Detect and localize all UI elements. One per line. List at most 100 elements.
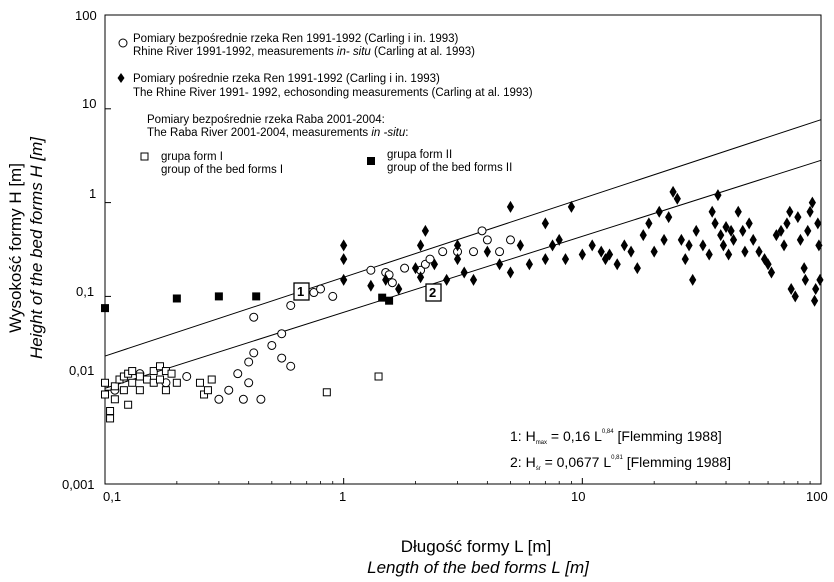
point-group1: [161, 386, 170, 395]
data-points: [101, 185, 824, 423]
point-rhine-indirect: [783, 217, 791, 230]
legend-group1-en: group of the bed forms I: [161, 164, 283, 176]
point-rhine-indirect: [692, 224, 700, 237]
y-tick-label: 0,1: [76, 284, 94, 299]
point-rhine-indirect: [555, 233, 563, 246]
point-rhine-indirect: [764, 258, 772, 271]
legend-filled-square-marker: [367, 157, 375, 165]
point-group2: [214, 292, 223, 301]
point-rhine-indirect: [340, 239, 348, 252]
point-rhine-indirect: [421, 224, 429, 237]
point-rhine-indirect: [613, 258, 621, 271]
point-rhine-indirect: [541, 253, 549, 266]
point-rhine-indirect: [430, 258, 439, 271]
point-rhine-indirect: [714, 189, 722, 202]
point-group1: [167, 369, 176, 378]
point-rhine-indirect: [382, 273, 390, 286]
point-rhine-indirect: [741, 245, 749, 258]
x-tick-label: 100: [806, 489, 828, 504]
point-rhine-indirect: [791, 290, 799, 303]
point-rhine-indirect: [699, 239, 707, 252]
point-rhine-indirect: [495, 258, 504, 271]
line-label-1: 1: [293, 282, 310, 301]
point-group1: [207, 375, 216, 384]
line-label-2: 2: [425, 283, 442, 302]
x-tick-label: 10: [571, 489, 585, 504]
point-rhine-indirect: [340, 253, 348, 266]
point-rhine-indirect: [665, 211, 673, 224]
equation-1: 1: Hmax = 0,16 L0,84 [Flemming 1988]: [510, 428, 722, 446]
point-rhine-indirect: [724, 248, 733, 261]
point-group2: [172, 294, 181, 303]
point-group1: [374, 372, 383, 381]
point-group1: [110, 382, 119, 391]
point-rhine-indirect: [816, 273, 824, 286]
point-rhine-direct: [387, 278, 397, 288]
point-rhine-direct: [286, 300, 296, 310]
point-rhine-indirect: [689, 273, 697, 286]
point-rhine-indirect: [734, 205, 742, 218]
point-rhine-indirect: [650, 245, 658, 258]
point-rhine-direct: [267, 340, 277, 350]
axis-ticks: [104, 14, 822, 485]
point-rhine-direct: [277, 329, 287, 339]
point-rhine-direct: [182, 371, 192, 381]
point-rhine-indirect: [541, 217, 549, 230]
point-rhine-indirect: [806, 205, 814, 218]
point-rhine-indirect: [717, 229, 725, 242]
point-group2: [378, 293, 387, 302]
plot-frame: [104, 14, 822, 485]
point-rhine-indirect: [443, 273, 451, 286]
point-rhine-indirect: [719, 239, 728, 252]
point-rhine-indirect: [645, 217, 653, 230]
point-rhine-indirect: [506, 200, 515, 213]
legend-rhine-direct-pl: Pomiary bezpośrednie rzeka Ren 1991-1992…: [133, 33, 459, 45]
point-rhine-indirect: [460, 266, 468, 279]
point-rhine-indirect: [506, 266, 515, 279]
point-rhine-indirect: [411, 262, 420, 275]
point-rhine-indirect: [772, 229, 780, 242]
point-rhine-indirect: [639, 229, 647, 242]
point-rhine-direct: [249, 312, 259, 322]
legend-filled-diamond-marker: [117, 73, 125, 83]
point-rhine-indirect: [395, 282, 403, 295]
point-rhine-indirect: [597, 245, 605, 258]
point-rhine-direct: [477, 226, 487, 236]
point-rhine-direct: [438, 247, 448, 257]
point-group1: [135, 372, 144, 381]
point-group1: [135, 386, 144, 395]
equation-2: 2: Hśr = 0,0677 L0,81 [Flemming 1988]: [510, 454, 731, 472]
point-group2: [385, 296, 394, 305]
legend-open-square-marker: [140, 152, 149, 161]
point-rhine-indirect: [620, 239, 628, 252]
y-axis-label: Wysokość formy H [m]: [6, 163, 25, 333]
point-rhine-direct: [244, 357, 254, 367]
point-rhine-indirect: [469, 273, 478, 286]
point-rhine-indirect: [815, 239, 823, 252]
point-rhine-direct: [366, 265, 376, 275]
point-rhine-indirect: [669, 185, 677, 198]
point-rhine-indirect: [548, 239, 557, 252]
point-group1: [156, 362, 165, 371]
point-rhine-indirect: [739, 224, 747, 237]
point-rhine-indirect: [483, 245, 491, 258]
point-rhine-direct: [400, 263, 410, 273]
point-rhine-direct: [469, 247, 479, 257]
point-group1: [149, 367, 158, 376]
point-rhine-indirect: [749, 233, 757, 246]
legend-open-circle-marker: [118, 38, 128, 48]
x-tick-label: 0,1: [103, 489, 121, 504]
point-rhine-indirect: [727, 224, 735, 237]
legend: Pomiary bezpośrednie rzeka Ren 1991-1992…: [117, 33, 533, 176]
legend-raba-pl: Pomiary bezpośrednie rzeka Raba 2001-200…: [147, 114, 385, 126]
point-rhine-indirect: [711, 217, 719, 230]
point-rhine-indirect: [708, 205, 716, 218]
point-rhine-direct: [505, 235, 515, 245]
point-group1: [156, 375, 165, 384]
point-rhine-indirect: [561, 253, 570, 266]
x-axis-label-en: Length of the bed forms L [m]: [367, 558, 590, 577]
x-tick-label: 1: [339, 489, 346, 504]
point-rhine-indirect: [800, 262, 808, 275]
point-rhine-indirect: [673, 192, 681, 205]
point-rhine-indirect: [633, 262, 641, 275]
